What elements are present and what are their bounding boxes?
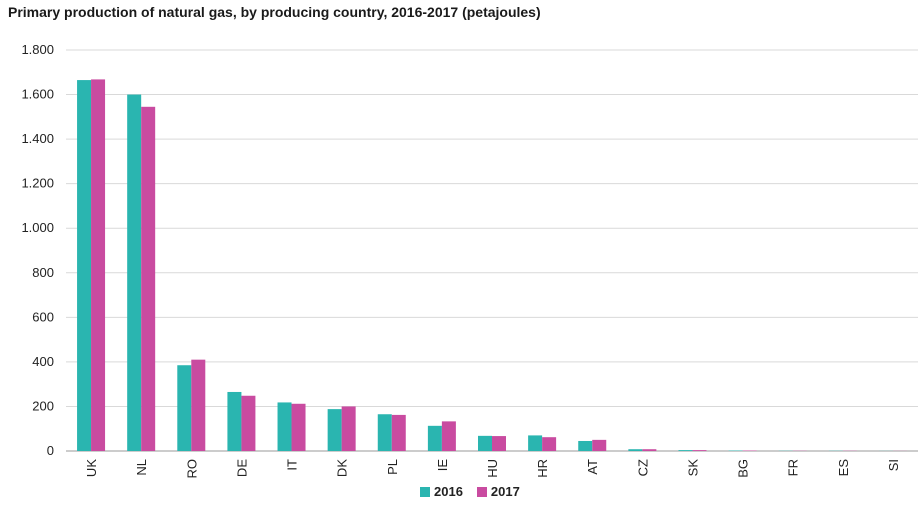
bar-at-2017 (592, 439, 607, 451)
x-tick-label: HR (535, 459, 550, 478)
x-tick-label: SI (886, 459, 901, 471)
bar-ie-2017 (441, 421, 456, 451)
bar-nl-2017 (141, 106, 156, 451)
bar-ro-2016 (177, 365, 192, 451)
bar-uk-2016 (77, 80, 92, 451)
y-tick-label: 800 (32, 265, 54, 280)
y-tick-label: 1.800 (21, 42, 54, 57)
bar-it-2017 (291, 403, 306, 451)
y-tick-label: 0 (47, 443, 54, 458)
bar-nl-2016 (127, 94, 142, 452)
bar-hu-2017 (492, 436, 506, 451)
bar-dk-2017 (341, 406, 356, 451)
x-tick-label: RO (184, 459, 199, 479)
bar-sk-2016 (678, 450, 693, 451)
legend-item-2017: 2017 (476, 484, 520, 499)
x-tick-label: AT (585, 459, 600, 475)
y-tick-label: 400 (32, 354, 54, 369)
x-tick-label: IT (285, 459, 300, 471)
bar-cz-2016 (628, 449, 643, 451)
legend: 2016 2017 (420, 484, 520, 499)
x-tick-label: PL (385, 459, 400, 475)
y-tick-label: 200 (32, 398, 54, 413)
y-axis-ticks: 0 200 400 600 800 1.000 1.200 1.400 1.600 1.800 (21, 42, 54, 458)
legend-swatch-2016 (420, 486, 430, 497)
x-tick-label: ES (836, 459, 851, 477)
x-tick-label: DE (234, 459, 249, 477)
y-tick-label: 1.400 (21, 131, 54, 146)
bar-at-2016 (578, 440, 593, 451)
y-tick-label: 1.000 (21, 220, 54, 235)
bar-hr-2016 (528, 435, 543, 451)
x-tick-label: FR (786, 459, 801, 476)
bar-hu-2016 (478, 435, 492, 451)
bar-sk-2017 (692, 450, 707, 451)
bar-hr-2017 (542, 437, 557, 451)
x-tick-label: HU (485, 459, 500, 478)
chart-title: Primary production of natural gas, by pr… (8, 4, 541, 20)
legend-label-2017: 2017 (490, 484, 520, 499)
bar-pl-2017 (391, 414, 406, 451)
bar-de-2017 (241, 395, 256, 451)
bar-uk-2017 (91, 79, 106, 451)
bar-ro-2017 (191, 359, 206, 451)
x-tick-label: NL (134, 459, 149, 476)
legend-label-2016: 2016 (434, 484, 463, 499)
bar-de-2016 (227, 391, 242, 451)
bar-cz-2017 (642, 449, 657, 451)
x-tick-label: BG (736, 459, 751, 478)
legend-swatch-2017 (476, 486, 487, 497)
x-tick-label: SK (685, 459, 700, 477)
bars (77, 79, 907, 452)
x-tick-label: DK (335, 459, 350, 477)
bar-it-2016 (277, 402, 292, 451)
y-tick-label: 600 (32, 309, 54, 324)
x-tick-label: IE (435, 459, 450, 472)
y-tick-label: 1.600 (21, 87, 54, 102)
legend-item-2016: 2016 (420, 484, 463, 499)
x-tick-label: UK (84, 459, 99, 477)
bar-pl-2016 (377, 414, 392, 451)
y-tick-label: 1.200 (21, 176, 54, 191)
x-axis-ticks: UK NL RO DE IT DK PL IE HU HR AT CZ SK BG FR ES SI (84, 459, 901, 479)
bar-ie-2016 (427, 425, 442, 451)
x-tick-label: CZ (635, 459, 650, 476)
bar-dk-2016 (327, 409, 342, 451)
